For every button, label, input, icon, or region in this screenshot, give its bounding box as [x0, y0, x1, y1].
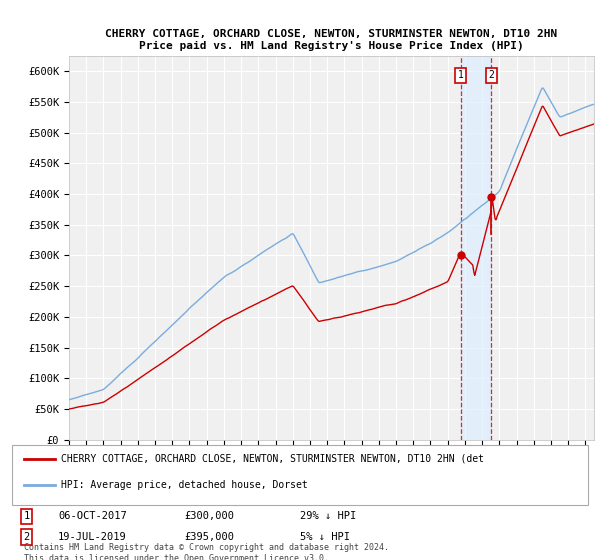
Text: £395,000: £395,000: [185, 532, 235, 542]
Text: 1: 1: [458, 70, 464, 80]
Text: 5% ↓ HPI: 5% ↓ HPI: [300, 532, 350, 542]
Text: 2: 2: [23, 532, 30, 542]
Text: HPI: Average price, detached house, Dorset: HPI: Average price, detached house, Dors…: [61, 480, 308, 491]
Text: CHERRY COTTAGE, ORCHARD CLOSE, NEWTON, STURMINSTER NEWTON, DT10 2HN (det: CHERRY COTTAGE, ORCHARD CLOSE, NEWTON, S…: [61, 454, 484, 464]
Bar: [461, 56, 491, 440]
Text: 2: 2: [488, 70, 494, 80]
Text: 1: 1: [23, 511, 30, 521]
Text: 19-JUL-2019: 19-JUL-2019: [58, 532, 127, 542]
Text: Contains HM Land Registry data © Crown copyright and database right 2024.
This d: Contains HM Land Registry data © Crown c…: [23, 543, 389, 560]
Text: 29% ↓ HPI: 29% ↓ HPI: [300, 511, 356, 521]
Text: 06-OCT-2017: 06-OCT-2017: [58, 511, 127, 521]
FancyBboxPatch shape: [12, 445, 588, 505]
Title: CHERRY COTTAGE, ORCHARD CLOSE, NEWTON, STURMINSTER NEWTON, DT10 2HN
Price paid v: CHERRY COTTAGE, ORCHARD CLOSE, NEWTON, S…: [106, 30, 557, 51]
Text: £300,000: £300,000: [185, 511, 235, 521]
